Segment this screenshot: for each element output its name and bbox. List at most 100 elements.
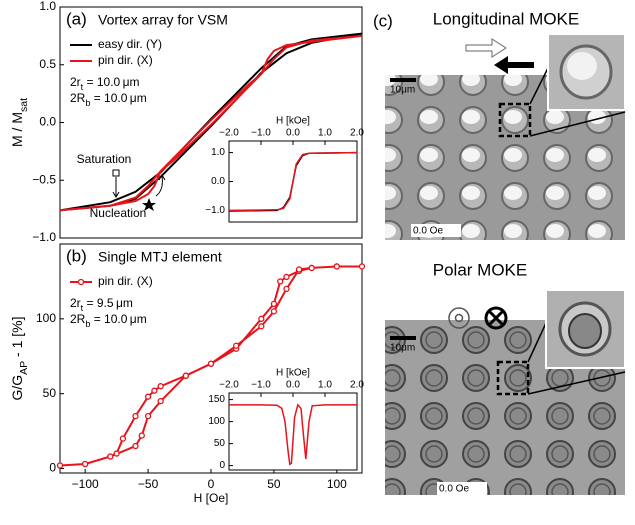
note-part: = 10.0 μm (83, 75, 139, 89)
disk-highlight (504, 186, 522, 200)
x-tick-label: 1.0 (318, 128, 332, 139)
disk-core (467, 369, 485, 387)
disk-core (551, 407, 569, 425)
zoom-line (529, 67, 549, 105)
data-point (157, 383, 164, 390)
note: 2rt = 10.0 μm (70, 75, 140, 92)
disk-core (385, 445, 401, 463)
panel-label: (c) (373, 11, 393, 30)
disk-highlight (420, 75, 438, 86)
data-point (144, 393, 152, 400)
y-tick-label: −0.5 (32, 172, 56, 186)
disk-core (467, 407, 485, 425)
disk-highlight (546, 148, 564, 162)
disk-core (593, 445, 611, 463)
data-point (233, 342, 240, 349)
x-tick-label: −1.0 (251, 380, 271, 391)
disk (462, 326, 490, 354)
y-axis-label-part: AP (18, 361, 30, 375)
disk-core (551, 483, 569, 495)
y-tick-label: 0 (49, 461, 56, 475)
disk (504, 326, 532, 354)
disk-highlight (504, 148, 522, 162)
out-of-plane-symbol (454, 313, 464, 323)
x-axis-label: H [Oe] (194, 491, 229, 505)
disk-core (551, 445, 569, 463)
note: 2Rb = 10.0 μm (70, 312, 147, 329)
legend-label: easy dir. (Y) (98, 37, 162, 51)
disk-highlight (420, 148, 438, 162)
annotation-arrow (155, 174, 166, 197)
disk-highlight (546, 224, 564, 238)
disk (420, 364, 448, 392)
disk (504, 402, 532, 430)
disk-highlight (385, 224, 396, 238)
disk-highlight (462, 75, 480, 86)
data-point (283, 285, 290, 293)
y-tick-label: 0 (219, 460, 225, 471)
disk (385, 478, 406, 495)
data-point (82, 460, 89, 468)
zoom-core (568, 313, 602, 349)
disk-highlight (504, 224, 522, 238)
data-point (113, 450, 120, 457)
data-point (157, 398, 164, 405)
data-point (258, 315, 265, 322)
disk-highlight (462, 186, 480, 200)
disk (504, 364, 532, 392)
data-point (132, 442, 139, 450)
legend-label: pin dir. (X) (98, 274, 153, 288)
disk-highlight (504, 110, 522, 124)
image-title: Polar MOKE (433, 260, 527, 279)
x-tick-label: 0.0 (286, 128, 300, 139)
x-tick-label: −50 (138, 477, 159, 491)
data-point (270, 300, 278, 308)
data-point (207, 360, 215, 367)
note-part: b (85, 98, 90, 108)
field-box (411, 224, 461, 237)
field-text: 0.0 Oe (439, 484, 469, 495)
panel-title: Vortex array for VSM (98, 12, 228, 28)
data-point (308, 264, 315, 272)
zoom-highlight (567, 52, 597, 80)
zoom-line (527, 371, 626, 395)
y-tick-label: 0.5 (39, 57, 56, 71)
field-text: 0.0 Oe (413, 226, 443, 237)
data-point (56, 462, 64, 469)
data-point (277, 278, 284, 285)
disk-highlight (420, 186, 438, 200)
moke-image (385, 320, 625, 495)
x-tick-label: 100 (327, 477, 347, 491)
out-of-plane-symbol (448, 307, 470, 329)
disk-core (425, 445, 443, 463)
x-tick-label: 0.0 (286, 380, 300, 391)
y-tick-label: 1.0 (39, 0, 56, 13)
note: 2rt = 9.5 μm (70, 296, 133, 313)
note-part: = 9.5 μm (83, 296, 133, 310)
x-tick-label: 2.0 (350, 128, 364, 139)
disk-highlight (588, 186, 606, 200)
data-point (295, 266, 303, 273)
disk-core (385, 483, 401, 495)
data-point (132, 412, 139, 420)
disk (588, 478, 616, 495)
panel-label: (b) (66, 246, 87, 265)
y-tick-label: 50 (214, 438, 226, 449)
y-tick-label: 150 (208, 394, 225, 405)
arrow-solid (494, 56, 534, 74)
y-axis-label: M / Msat (9, 98, 30, 147)
field-box (437, 482, 487, 495)
y-axis-label: G/GAP - 1 [%] (9, 316, 30, 400)
data-point (151, 387, 158, 394)
y-axis-label-part: G/G (9, 375, 25, 401)
disk-core (509, 369, 527, 387)
disk-core (593, 483, 611, 495)
disk-core (509, 331, 527, 349)
disk (420, 326, 448, 354)
disk-core (425, 331, 443, 349)
x-tick-label: −2.0 (219, 128, 239, 139)
data-point (144, 412, 152, 420)
data-point (138, 432, 145, 439)
data-point (283, 273, 290, 281)
y-tick-label: −1.0 (32, 230, 56, 244)
